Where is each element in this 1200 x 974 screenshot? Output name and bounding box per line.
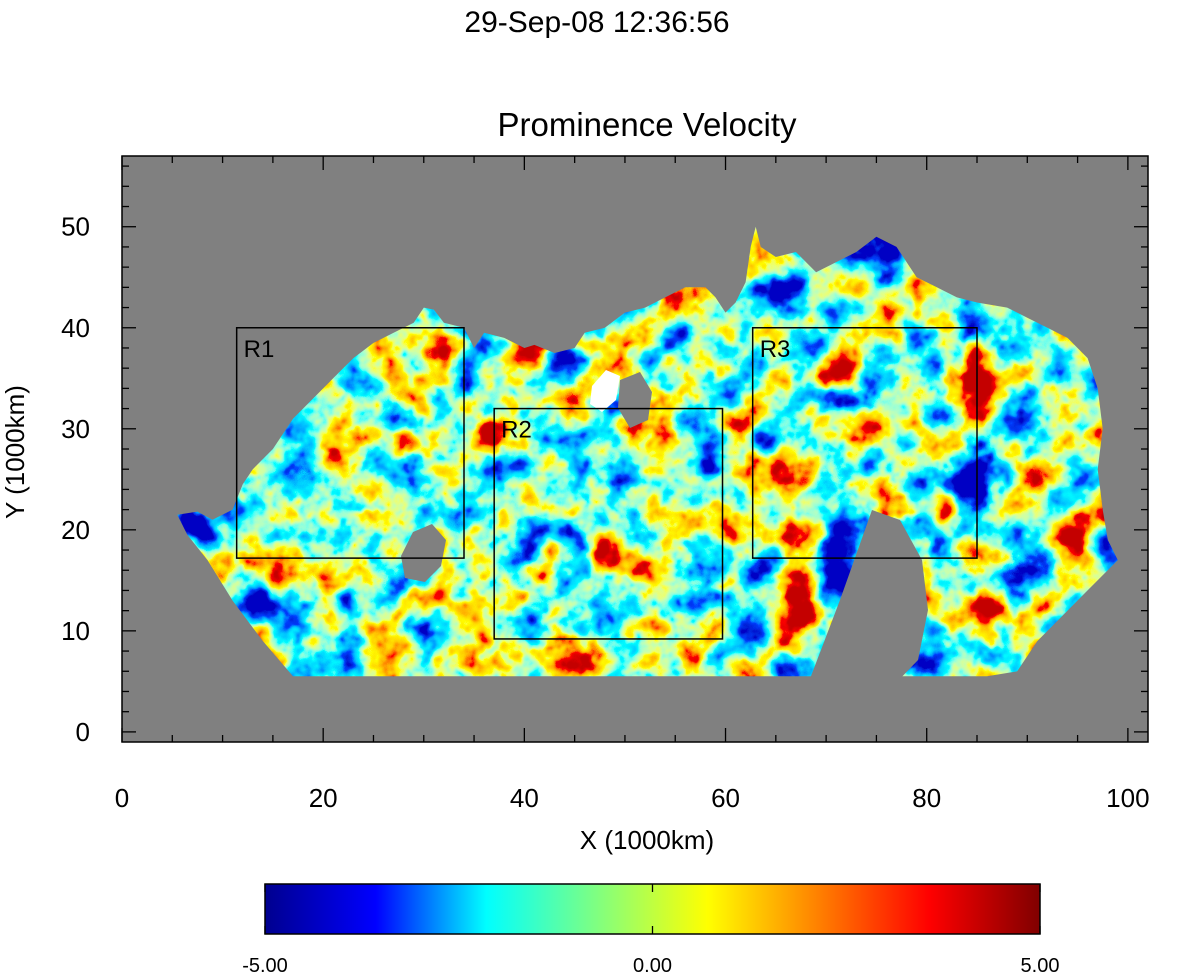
x-tick-label: 0 — [115, 783, 129, 813]
x-tick-label: 60 — [711, 783, 740, 813]
gap-hole-center — [618, 372, 652, 428]
region-label-r1: R1 — [244, 336, 275, 363]
chart-title: Prominence Velocity — [498, 106, 797, 143]
colorbar-gradient — [264, 883, 1041, 935]
x-tick-label: 40 — [510, 783, 539, 813]
x-tick-label: 20 — [309, 783, 338, 813]
y-tick-label: 10 — [61, 616, 90, 646]
colorbar-tick-label: 0.00 — [633, 955, 672, 974]
y-tick-label: 50 — [61, 212, 90, 242]
gap-hole-left — [401, 524, 446, 582]
region-box-r2 — [493, 407, 724, 640]
colorbar: -5.00 0.00 5.00 — [242, 883, 1059, 974]
colorbar-ticks: -5.00 0.00 5.00 — [242, 884, 1059, 974]
colorbar-tick-label: -5.00 — [242, 955, 288, 974]
x-tick-label: 100 — [1106, 783, 1149, 813]
x-axis-label: X (1000km) — [580, 825, 714, 855]
y-tick-label: 0 — [76, 717, 90, 747]
region-label-r3: R3 — [760, 336, 791, 363]
region-boxes: R1 R2 R3 — [235, 327, 978, 640]
region-label-r2: R2 — [501, 417, 532, 444]
y-tick-label: 20 — [61, 515, 90, 545]
region-box-r3 — [751, 327, 978, 559]
colorbar-tick-label: 5.00 — [1021, 955, 1060, 974]
gap-hole-bottom — [808, 510, 928, 684]
region-box-r1 — [235, 327, 465, 559]
blank-patch — [590, 370, 620, 412]
timestamp: 29-Sep-08 12:36:56 — [464, 6, 729, 39]
axis-ticks: 0 20 40 60 80 100 0 10 20 30 40 50 — [61, 156, 1150, 813]
x-tick-label: 80 — [912, 783, 941, 813]
y-tick-label: 30 — [61, 414, 90, 444]
y-axis-label: Y (1000km) — [0, 385, 30, 519]
y-tick-label: 40 — [61, 313, 90, 343]
